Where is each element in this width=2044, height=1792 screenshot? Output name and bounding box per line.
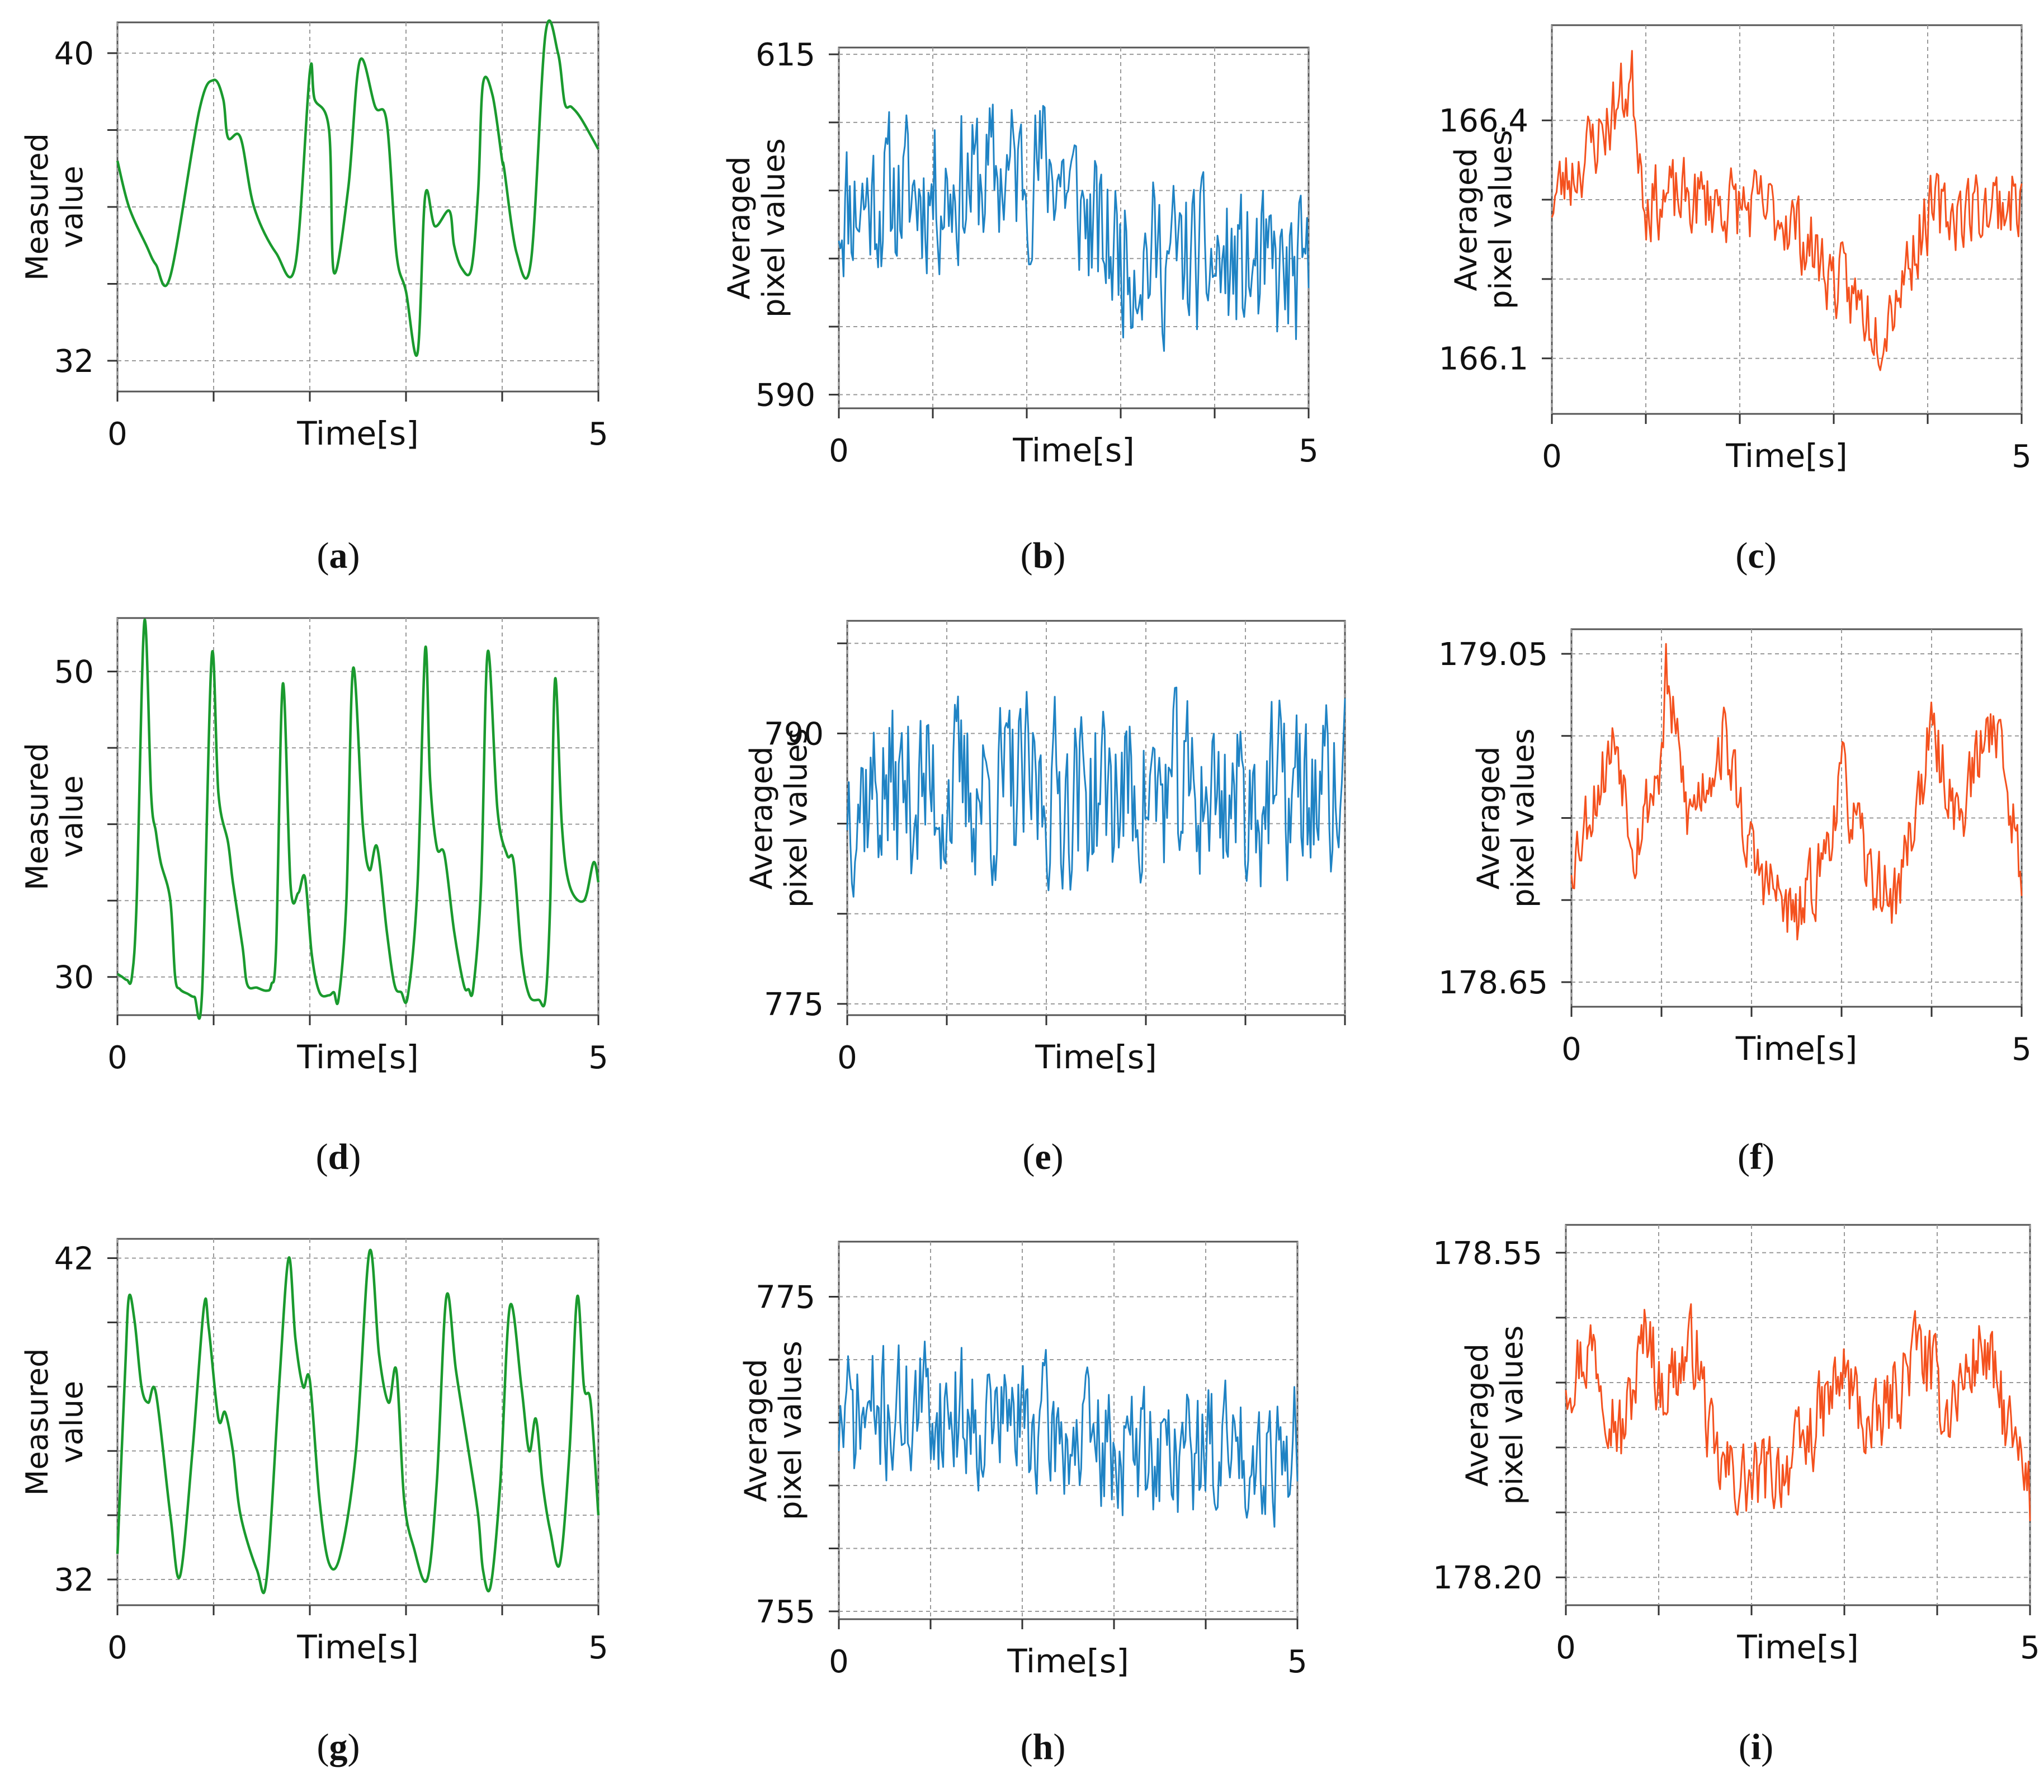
y-tick-label: 32 bbox=[54, 343, 94, 380]
y-axis-label: value bbox=[54, 775, 89, 858]
y-tick-label: 755 bbox=[756, 1594, 815, 1630]
x-tick-label: 5 bbox=[1299, 433, 1319, 469]
y-tick-label: 178.65 bbox=[1438, 965, 1548, 1001]
y-axis-label: Averaged bbox=[1448, 148, 1484, 291]
x-tick-label: 0 bbox=[1556, 1630, 1576, 1666]
x-tick-label: 0 bbox=[1561, 1031, 1582, 1068]
series-line-h bbox=[838, 1341, 1299, 1528]
y-tick-label: 166.1 bbox=[1439, 341, 1528, 378]
x-axis-label: Time[s] bbox=[1735, 1030, 1857, 1068]
y-axis-label: pixel values bbox=[773, 1341, 808, 1520]
panel-caption: (f) bbox=[1738, 1136, 1774, 1177]
series-line-g bbox=[116, 1248, 600, 1595]
panel-caption: (b) bbox=[1021, 535, 1066, 576]
y-tick-label: 790 bbox=[764, 716, 824, 752]
panel-caption: (g) bbox=[317, 1727, 360, 1767]
x-axis-label: Time[s] bbox=[1035, 1038, 1156, 1076]
y-axis-label: pixel values bbox=[1494, 1326, 1530, 1505]
y-axis-label: pixel values bbox=[756, 138, 791, 318]
series-line-a bbox=[116, 19, 599, 357]
series-line-d bbox=[116, 618, 600, 1020]
series-line-f bbox=[1570, 643, 2023, 941]
y-axis-label: Averaged bbox=[1460, 1343, 1495, 1487]
panel-caption: (e) bbox=[1022, 1136, 1063, 1177]
y-axis-label: pixel values bbox=[1505, 728, 1541, 908]
y-axis-label: Measured bbox=[20, 1348, 55, 1496]
x-axis-label: Time[s] bbox=[1736, 1628, 1858, 1666]
chart-panel-h: 0 5 755 775 Time[s] Averaged pixel values (h) bbox=[738, 1241, 1307, 1767]
y-tick-label: 615 bbox=[756, 37, 815, 73]
x-tick-label: 5 bbox=[588, 1630, 608, 1666]
chart-panel-g: 0 5 32 42 Time[s] Measured value (g) bbox=[20, 1238, 608, 1767]
x-tick-label: 0 bbox=[107, 1630, 128, 1666]
series-line-e bbox=[846, 686, 1346, 898]
y-axis-label: Measured bbox=[20, 743, 55, 890]
x-tick-label: 5 bbox=[2012, 1031, 2032, 1068]
y-axis-label: value bbox=[54, 166, 89, 248]
y-tick-label: 166.4 bbox=[1439, 103, 1528, 139]
x-tick-label: 5 bbox=[2012, 438, 2032, 475]
y-axis-label: pixel values bbox=[778, 728, 814, 908]
y-tick-label: 178.55 bbox=[1433, 1235, 1542, 1272]
y-tick-label: 32 bbox=[54, 1562, 94, 1598]
y-tick-label: 590 bbox=[756, 378, 815, 414]
chart-panel-b: 0 5 590 615 Time[s] Averaged pixel values (b) bbox=[721, 37, 1319, 576]
y-tick-label: 179.05 bbox=[1438, 636, 1548, 673]
chart-panel-f: 0 5 178.65 179.05 Time[s] Averaged pixel value… bbox=[1438, 628, 2032, 1177]
y-tick-label: 40 bbox=[54, 36, 94, 72]
y-axis-label: Averaged bbox=[721, 156, 757, 299]
series-line-c bbox=[1551, 50, 2023, 371]
panel-caption: (a) bbox=[317, 535, 360, 576]
x-tick-label: 0 bbox=[837, 1040, 857, 1076]
y-axis-label: value bbox=[54, 1381, 89, 1464]
chart-panel-i: 0 5 178.20 178.55 Time[s] Averaged pixel value… bbox=[1433, 1224, 2040, 1767]
y-tick-label: 775 bbox=[764, 987, 824, 1023]
x-axis-label: Time[s] bbox=[296, 1038, 418, 1076]
plot-frame-h bbox=[838, 1241, 1299, 1620]
x-tick-label: 0 bbox=[107, 416, 128, 452]
panel-caption: (c) bbox=[1735, 535, 1776, 576]
x-axis-label: Time[s] bbox=[1725, 437, 1847, 475]
y-axis-label: Averaged bbox=[744, 746, 779, 889]
y-tick-label: 775 bbox=[756, 1279, 815, 1315]
x-tick-label: 5 bbox=[2020, 1630, 2040, 1666]
x-axis-label: Time[s] bbox=[1007, 1642, 1129, 1680]
x-tick-label: 0 bbox=[107, 1040, 128, 1076]
chart-panel-c: 0 5 166.1 166.4 Time[s] Averaged pixel values (… bbox=[1439, 24, 2032, 576]
x-tick-label: 5 bbox=[588, 1040, 608, 1076]
x-tick-label: 0 bbox=[1542, 438, 1562, 475]
panel-caption: (h) bbox=[1021, 1727, 1066, 1767]
chart-panel-e: 0 775 790 Time[s] Averaged pixel values (e) bbox=[744, 620, 1346, 1177]
x-axis-label: Time[s] bbox=[296, 414, 418, 452]
series-line-i bbox=[1565, 1303, 2031, 1521]
plot-frame-d bbox=[116, 617, 599, 1016]
series-line-b bbox=[838, 103, 1310, 352]
y-axis-label: pixel values bbox=[1483, 130, 1518, 309]
y-axis-label: Averaged bbox=[1471, 746, 1506, 889]
y-tick-label: 30 bbox=[54, 960, 94, 996]
y-tick-label: 42 bbox=[54, 1241, 94, 1277]
x-tick-label: 5 bbox=[588, 416, 608, 452]
y-axis-label: Averaged bbox=[738, 1359, 773, 1502]
panel-caption: (d) bbox=[316, 1136, 361, 1177]
y-tick-label: 50 bbox=[54, 654, 94, 691]
y-axis-label: Measured bbox=[20, 133, 55, 281]
x-axis-label: Time[s] bbox=[1012, 431, 1134, 469]
x-tick-label: 5 bbox=[1287, 1644, 1307, 1680]
chart-panel-a: 0 5 32 40 Time[s] Measured value (a) bbox=[20, 19, 608, 576]
x-tick-label: 0 bbox=[829, 1644, 849, 1680]
y-tick-label: 178.20 bbox=[1433, 1560, 1542, 1596]
x-axis-label: Time[s] bbox=[296, 1628, 418, 1666]
x-tick-label: 0 bbox=[829, 433, 849, 469]
chart-panel-d: 0 5 30 50 Time[s] Measured value (d) bbox=[20, 617, 608, 1177]
panel-caption: (i) bbox=[1739, 1727, 1773, 1767]
